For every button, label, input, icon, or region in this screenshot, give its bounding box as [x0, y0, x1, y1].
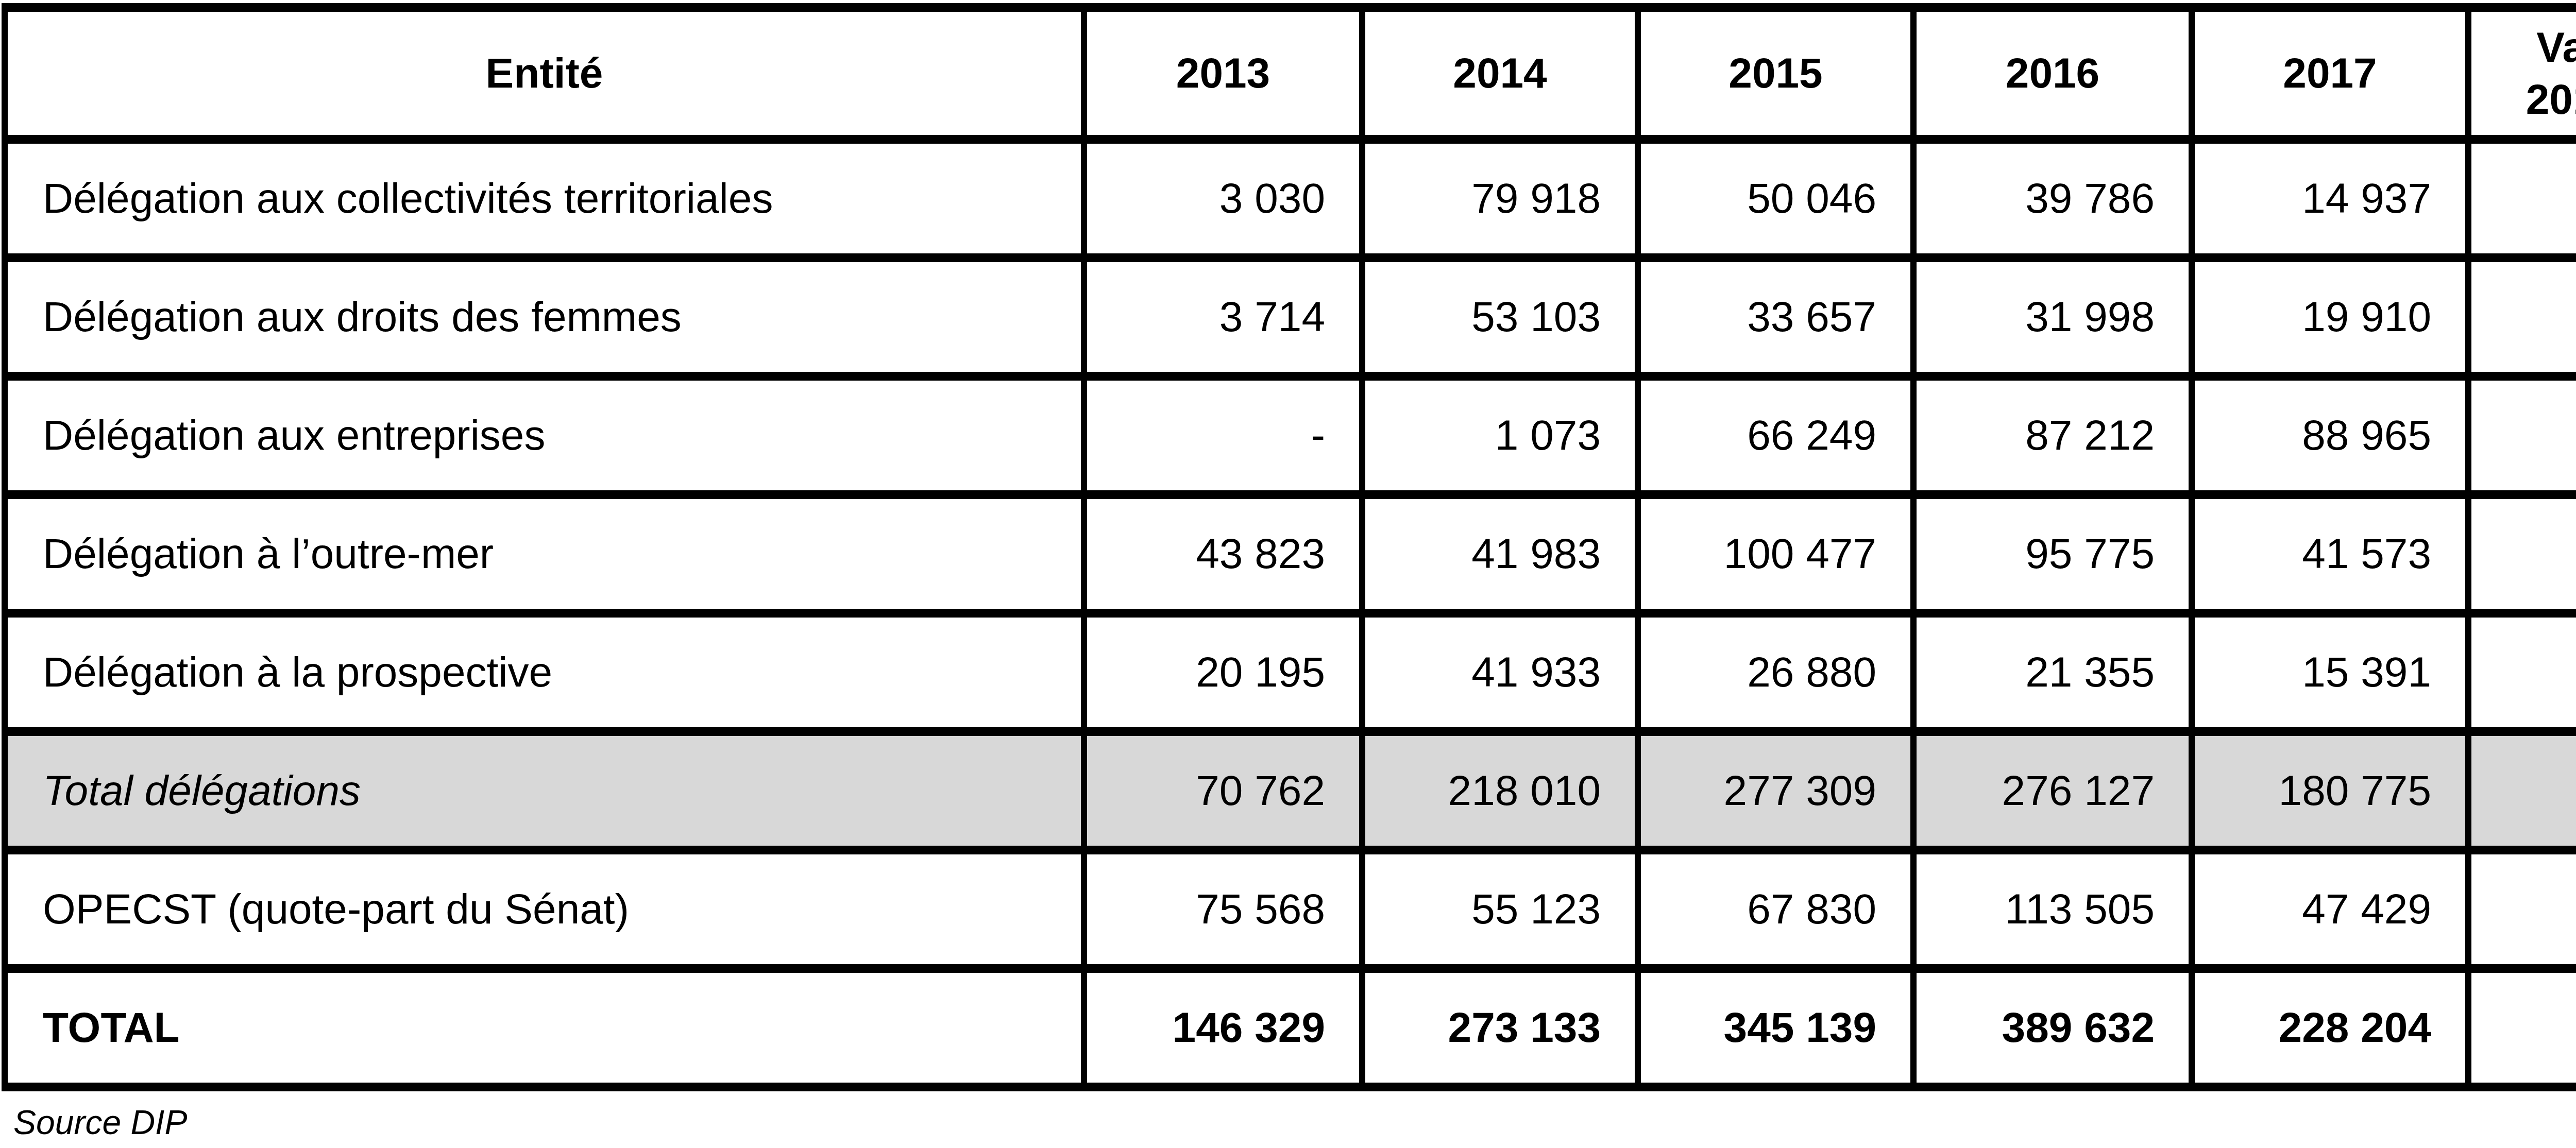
value-cell-variation: -34,53%: [2468, 732, 2576, 850]
table-row-grand-total: TOTAL 146 329 273 133 345 139 389 632 22…: [5, 969, 2576, 1087]
value-cell-2015: 67 830: [1638, 850, 1913, 969]
value-cell-2013: 3 030: [1084, 140, 1362, 258]
row-label: TOTAL: [5, 969, 1084, 1087]
value-cell-2013: 70 762: [1084, 732, 1362, 850]
col-header-variation: Variation 2017/2016: [2468, 8, 2576, 140]
value-cell-variation: -41,43%: [2468, 969, 2576, 1087]
value-cell-2015: 66 249: [1638, 376, 1913, 495]
value-cell-variation: 2,01%: [2468, 376, 2576, 495]
value-cell-2014: 218 010: [1362, 732, 1638, 850]
delegations-budget-table: Entité 2013 2014 2015 2016 2017 Variatio…: [2, 3, 2576, 1091]
value-cell-2017: 228 204: [2192, 969, 2468, 1087]
row-label: Délégation aux entreprises: [5, 376, 1084, 495]
value-cell-2017: 15 391: [2192, 613, 2468, 732]
value-cell-2015: 100 477: [1638, 495, 1913, 613]
table-row-opecst: OPECST (quote-part du Sénat) 75 568 55 1…: [5, 850, 2576, 969]
table-row-collectivites: Délégation aux collectivités territorial…: [5, 140, 2576, 258]
value-cell-2017: 47 429: [2192, 850, 2468, 969]
value-cell-2013: 75 568: [1084, 850, 1362, 969]
value-cell-2015: 33 657: [1638, 258, 1913, 376]
col-header-2016: 2016: [1913, 8, 2192, 140]
value-cell-2016: 39 786: [1913, 140, 2192, 258]
value-cell-variation: -56,59%: [2468, 495, 2576, 613]
table-row-prospective: Délégation à la prospective 20 195 41 93…: [5, 613, 2576, 732]
value-cell-2015: 50 046: [1638, 140, 1913, 258]
table-row-droits-femmes: Délégation aux droits des femmes 3 714 5…: [5, 258, 2576, 376]
row-label: Délégation aux droits des femmes: [5, 258, 1084, 376]
col-header-entite: Entité: [5, 8, 1084, 140]
value-cell-2016: 95 775: [1913, 495, 2192, 613]
value-cell-2013: 20 195: [1084, 613, 1362, 732]
header-row: Entité 2013 2014 2015 2016 2017 Variatio…: [5, 8, 2576, 140]
value-cell-2014: 41 983: [1362, 495, 1638, 613]
document-page: Entité 2013 2014 2015 2016 2017 Variatio…: [0, 0, 2576, 1148]
value-cell-2014: 41 933: [1362, 613, 1638, 732]
table-row-total-delegations: Total délégations 70 762 218 010 277 309…: [5, 732, 2576, 850]
value-cell-2014: 273 133: [1362, 969, 1638, 1087]
value-cell-variation: -58,21%: [2468, 850, 2576, 969]
row-label: Délégation aux collectivités territorial…: [5, 140, 1084, 258]
value-cell-2015: 277 309: [1638, 732, 1913, 850]
value-cell-2016: 21 355: [1913, 613, 2192, 732]
value-cell-2016: 87 212: [1913, 376, 2192, 495]
value-cell-2013: 43 823: [1084, 495, 1362, 613]
row-label: Délégation à l’outre-mer: [5, 495, 1084, 613]
value-cell-2017: 14 937: [2192, 140, 2468, 258]
value-cell-2013: -: [1084, 376, 1362, 495]
value-cell-2017: 19 910: [2192, 258, 2468, 376]
row-label: Délégation à la prospective: [5, 613, 1084, 732]
value-cell-2016: 389 632: [1913, 969, 2192, 1087]
value-cell-2013: 146 329: [1084, 969, 1362, 1087]
value-cell-2016: 276 127: [1913, 732, 2192, 850]
value-cell-2014: 1 073: [1362, 376, 1638, 495]
col-header-2015: 2015: [1638, 8, 1913, 140]
row-label: Total délégations: [5, 732, 1084, 850]
value-cell-variation: -27,93%: [2468, 613, 2576, 732]
value-cell-2015: 26 880: [1638, 613, 1913, 732]
table-row-outre-mer: Délégation à l’outre-mer 43 823 41 983 1…: [5, 495, 2576, 613]
col-header-2014: 2014: [1362, 8, 1638, 140]
row-label: OPECST (quote-part du Sénat): [5, 850, 1084, 969]
value-cell-2014: 53 103: [1362, 258, 1638, 376]
value-cell-2014: 79 918: [1362, 140, 1638, 258]
table-row-entreprises: Délégation aux entreprises - 1 073 66 24…: [5, 376, 2576, 495]
source-note: Source DIP: [13, 1103, 2576, 1142]
value-cell-variation: -37,78%: [2468, 258, 2576, 376]
value-cell-2014: 55 123: [1362, 850, 1638, 969]
col-header-2013: 2013: [1084, 8, 1362, 140]
value-cell-2013: 3 714: [1084, 258, 1362, 376]
value-cell-variation: -62,46%: [2468, 140, 2576, 258]
value-cell-2017: 180 775: [2192, 732, 2468, 850]
value-cell-2017: 41 573: [2192, 495, 2468, 613]
value-cell-2016: 31 998: [1913, 258, 2192, 376]
value-cell-2017: 88 965: [2192, 376, 2468, 495]
value-cell-2015: 345 139: [1638, 969, 1913, 1087]
col-header-2017: 2017: [2192, 8, 2468, 140]
value-cell-2016: 113 505: [1913, 850, 2192, 969]
